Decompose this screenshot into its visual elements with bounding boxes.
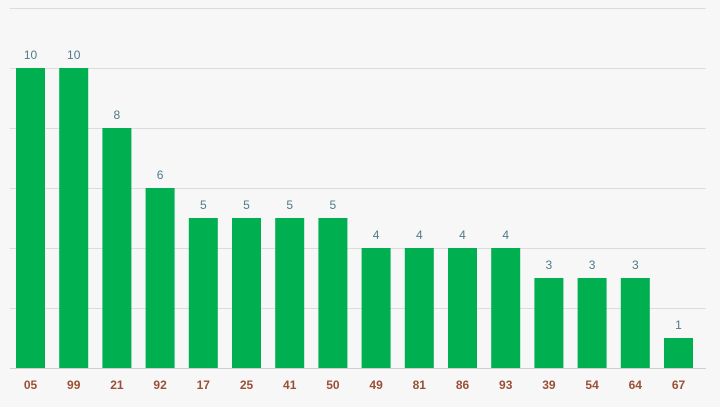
value-label-50: 5 — [330, 198, 337, 212]
bar-25[interactable] — [232, 218, 261, 368]
bar-41[interactable] — [275, 218, 305, 368]
bar-64[interactable] — [620, 278, 650, 368]
value-label-99: 10 — [67, 48, 81, 62]
bar-54[interactable] — [577, 278, 607, 368]
category-label-93: 93 — [499, 378, 513, 392]
value-label-67: 1 — [675, 318, 682, 332]
value-label-layer: 10 10 8 6 5 5 5 5 4 4 4 4 3 3 3 1 — [24, 48, 682, 332]
value-label-81: 4 — [416, 228, 423, 242]
category-label-92: 92 — [153, 378, 167, 392]
category-label-64: 64 — [629, 378, 643, 392]
value-label-93: 4 — [502, 228, 509, 242]
bar-49[interactable] — [361, 248, 391, 368]
value-label-39: 3 — [546, 258, 553, 272]
bar-67[interactable] — [664, 338, 693, 368]
value-label-41: 5 — [286, 198, 293, 212]
category-label-54: 54 — [585, 378, 599, 392]
category-label-layer: 05 99 21 92 17 25 41 50 49 81 86 93 39 54 64 67 — [24, 378, 686, 392]
category-label-81: 81 — [413, 378, 427, 392]
value-label-86: 4 — [459, 228, 466, 242]
category-label-05: 05 — [24, 378, 38, 392]
value-label-92: 6 — [157, 168, 164, 182]
value-label-21: 8 — [114, 108, 121, 122]
bar-layer — [16, 68, 693, 368]
category-label-67: 67 — [672, 378, 686, 392]
bar-99[interactable] — [59, 68, 89, 368]
category-label-17: 17 — [197, 378, 211, 392]
bar-05[interactable] — [16, 68, 45, 368]
category-label-86: 86 — [456, 378, 470, 392]
bar-50[interactable] — [318, 218, 348, 368]
value-label-54: 3 — [589, 258, 596, 272]
category-label-21: 21 — [110, 378, 124, 392]
bar-93[interactable] — [491, 248, 521, 368]
value-label-25: 5 — [243, 198, 250, 212]
value-label-64: 3 — [632, 258, 639, 272]
bar-81[interactable] — [404, 248, 434, 368]
category-label-41: 41 — [283, 378, 297, 392]
value-label-05: 10 — [24, 48, 38, 62]
value-label-17: 5 — [200, 198, 207, 212]
bar-92[interactable] — [145, 188, 175, 368]
bar-17[interactable] — [188, 218, 218, 368]
category-label-99: 99 — [67, 378, 81, 392]
bar-21[interactable] — [102, 128, 132, 368]
bar-86[interactable] — [448, 248, 477, 368]
value-label-49: 4 — [373, 228, 380, 242]
category-label-25: 25 — [240, 378, 254, 392]
category-label-39: 39 — [542, 378, 556, 392]
category-label-49: 49 — [369, 378, 383, 392]
category-label-50: 50 — [326, 378, 340, 392]
bar-39[interactable] — [534, 278, 564, 368]
